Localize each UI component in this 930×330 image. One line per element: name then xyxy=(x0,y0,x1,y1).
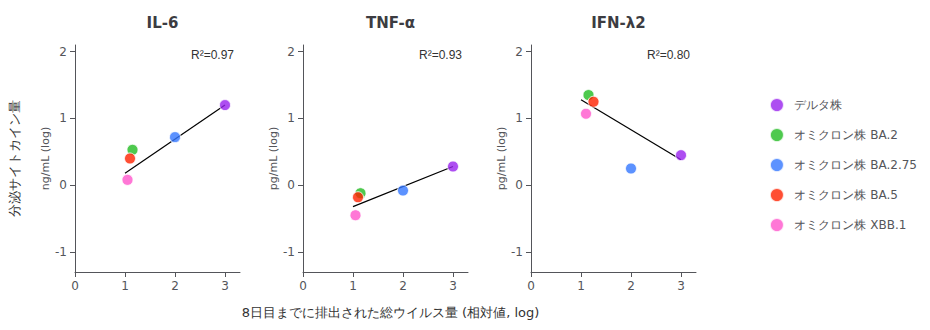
svg-text:IL-6: IL-6 xyxy=(147,14,179,32)
svg-text:1: 1 xyxy=(577,279,585,293)
svg-text:2: 2 xyxy=(515,45,523,59)
svg-text:R²=0.80: R²=0.80 xyxy=(647,48,690,62)
svg-text:R²=0.93: R²=0.93 xyxy=(419,48,462,62)
svg-text:0: 0 xyxy=(71,279,79,293)
svg-text:0: 0 xyxy=(515,178,523,192)
svg-text:0: 0 xyxy=(59,178,67,192)
svg-text:-1: -1 xyxy=(511,245,523,259)
svg-text:分泌サイトカイン量: 分泌サイトカイン量 xyxy=(7,100,22,217)
svg-text:IFN-λ2: IFN-λ2 xyxy=(591,14,646,32)
svg-text:2: 2 xyxy=(287,45,295,59)
svg-text:1: 1 xyxy=(515,111,523,125)
svg-text:3: 3 xyxy=(449,279,457,293)
svg-text:ng/mL (log): ng/mL (log) xyxy=(39,127,52,190)
svg-text:-1: -1 xyxy=(55,245,67,259)
svg-text:1: 1 xyxy=(349,279,357,293)
svg-text:オミクロン株 BA.2.75: オミクロン株 BA.2.75 xyxy=(794,158,917,172)
svg-text:-1: -1 xyxy=(283,245,295,259)
svg-text:0: 0 xyxy=(287,178,295,192)
svg-text:0: 0 xyxy=(527,279,535,293)
svg-text:pg/mL (log): pg/mL (log) xyxy=(267,127,280,190)
svg-text:オミクロン株 BA.5: オミクロン株 BA.5 xyxy=(794,188,898,202)
svg-text:1: 1 xyxy=(121,279,129,293)
svg-text:8日目までに排出された総ウイルス量 (相対値, log): 8日目までに排出された総ウイルス量 (相対値, log) xyxy=(242,305,540,320)
svg-text:R²=0.97: R²=0.97 xyxy=(191,48,234,62)
svg-text:1: 1 xyxy=(59,111,67,125)
svg-text:2: 2 xyxy=(399,279,407,293)
svg-text:3: 3 xyxy=(677,279,685,293)
svg-text:TNF-α: TNF-α xyxy=(366,14,415,32)
svg-text:3: 3 xyxy=(221,279,229,293)
svg-text:2: 2 xyxy=(627,279,635,293)
svg-text:1: 1 xyxy=(287,111,295,125)
svg-text:0: 0 xyxy=(299,279,307,293)
svg-text:オミクロン株 XBB.1: オミクロン株 XBB.1 xyxy=(794,218,906,232)
svg-text:2: 2 xyxy=(171,279,179,293)
svg-text:オミクロン株 BA.2: オミクロン株 BA.2 xyxy=(794,128,898,142)
svg-text:pg/mL (log): pg/mL (log) xyxy=(495,127,508,190)
svg-text:2: 2 xyxy=(59,45,67,59)
svg-text:デルタ株: デルタ株 xyxy=(794,98,842,112)
